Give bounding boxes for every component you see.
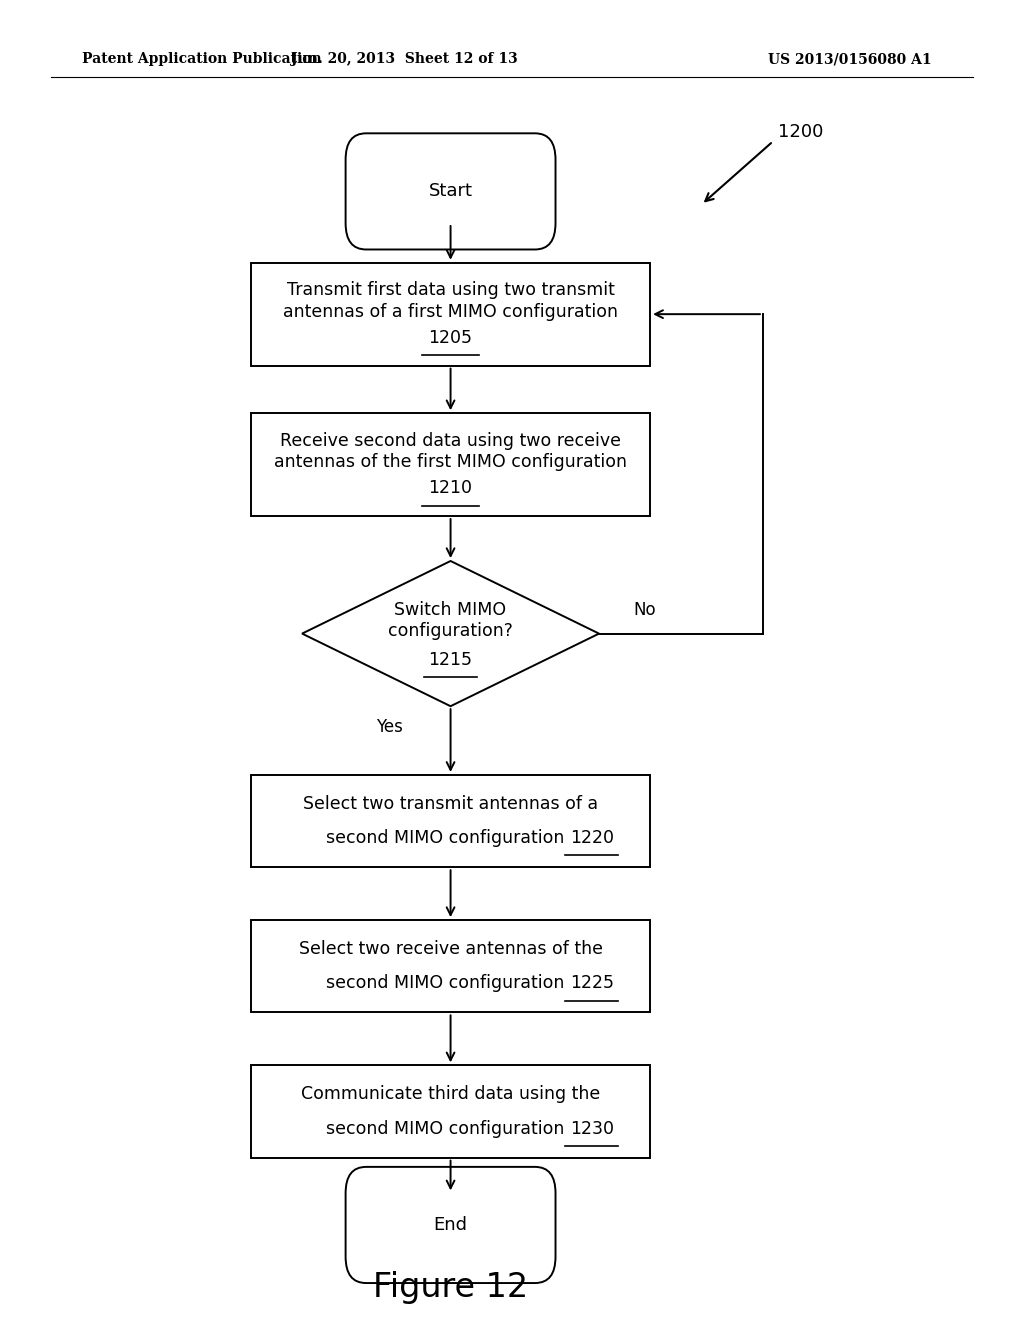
Text: antennas of the first MIMO configuration: antennas of the first MIMO configuration — [274, 453, 627, 471]
Text: 1200: 1200 — [778, 123, 823, 141]
FancyBboxPatch shape — [345, 133, 555, 249]
Text: Yes: Yes — [376, 718, 402, 737]
Bar — [251, 263, 650, 366]
Text: Select two receive antennas of the: Select two receive antennas of the — [299, 940, 602, 958]
Text: 1205: 1205 — [429, 329, 472, 347]
Text: 1215: 1215 — [429, 651, 472, 669]
Bar — [251, 775, 650, 867]
Text: second MIMO configuration: second MIMO configuration — [327, 829, 564, 847]
Text: 1220: 1220 — [570, 829, 613, 847]
Text: Patent Application Publication: Patent Application Publication — [82, 53, 322, 66]
Text: Figure 12: Figure 12 — [373, 1270, 528, 1304]
Text: No: No — [634, 601, 656, 619]
Text: US 2013/0156080 A1: US 2013/0156080 A1 — [768, 53, 932, 66]
Text: Switch MIMO: Switch MIMO — [394, 601, 507, 619]
Text: Transmit first data using two transmit: Transmit first data using two transmit — [287, 281, 614, 300]
Text: second MIMO configuration: second MIMO configuration — [327, 974, 564, 993]
Bar — [251, 920, 650, 1012]
Text: 1210: 1210 — [429, 479, 472, 498]
Text: Jun. 20, 2013  Sheet 12 of 13: Jun. 20, 2013 Sheet 12 of 13 — [291, 53, 518, 66]
Text: second MIMO configuration: second MIMO configuration — [327, 1119, 564, 1138]
Text: configuration?: configuration? — [388, 622, 513, 640]
FancyBboxPatch shape — [345, 1167, 555, 1283]
Bar — [251, 1065, 650, 1158]
Text: 1225: 1225 — [570, 974, 613, 993]
Text: antennas of a first MIMO configuration: antennas of a first MIMO configuration — [283, 302, 618, 321]
Text: Select two transmit antennas of a: Select two transmit antennas of a — [303, 795, 598, 813]
Text: Start: Start — [429, 182, 472, 201]
Text: Receive second data using two receive: Receive second data using two receive — [280, 432, 622, 450]
Bar — [251, 413, 650, 516]
Polygon shape — [302, 561, 599, 706]
Text: Communicate third data using the: Communicate third data using the — [301, 1085, 600, 1104]
Text: 1230: 1230 — [570, 1119, 613, 1138]
Text: End: End — [433, 1216, 468, 1234]
